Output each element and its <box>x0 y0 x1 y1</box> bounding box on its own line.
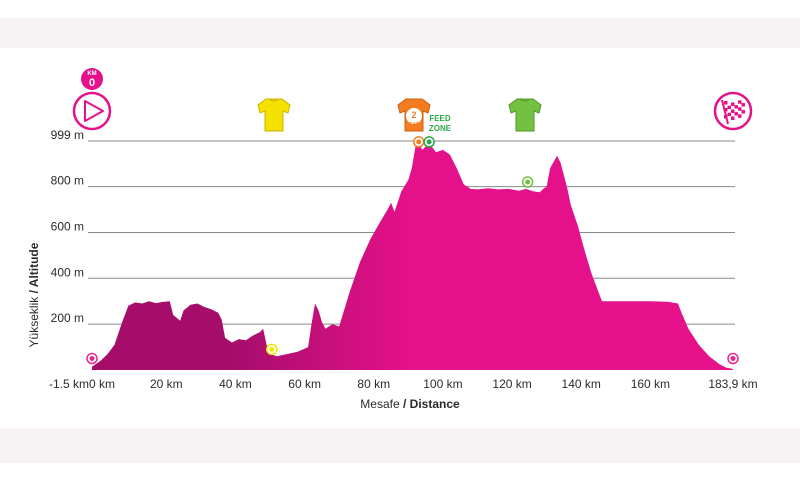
flag-check <box>741 99 745 104</box>
flag-check <box>727 105 731 110</box>
x-tick-label: 183,9 km <box>708 377 757 391</box>
x-tick-label: 120 km <box>492 377 531 391</box>
marker-feed <box>423 136 435 148</box>
y-axis-title: Yükseklik / Altitude <box>27 242 41 347</box>
x-tick-label: 20 km <box>150 377 183 391</box>
flag-check <box>738 110 742 115</box>
svg-text:2: 2 <box>411 110 416 120</box>
x-tick-labels: -1.5 km 0 km 20 km 40 km 60 km 80 km 100 km 120… <box>49 377 758 391</box>
flag-check <box>727 116 731 120</box>
flag-check <box>734 101 738 106</box>
flag-check <box>731 112 735 117</box>
x-tick-label: 100 km <box>423 377 462 391</box>
x-tick-label: 140 km <box>562 377 601 391</box>
marker-finish <box>727 352 739 365</box>
y-tick-label: 200 m <box>51 311 84 325</box>
svg-text:0: 0 <box>89 77 95 89</box>
y-tick-label: 400 m <box>51 265 84 279</box>
x-tick-label: 60 km <box>288 377 321 391</box>
x-tick-label: 0 km <box>89 377 115 391</box>
flag-check <box>731 102 735 106</box>
marker-points <box>521 176 534 188</box>
flag-check <box>724 104 728 108</box>
play-icon <box>72 91 112 131</box>
flag-check <box>724 101 728 105</box>
green-jersey-icon <box>508 98 542 132</box>
flag-check <box>741 110 745 114</box>
flag-check <box>724 108 728 112</box>
checkered-flag-icon <box>713 91 753 131</box>
x-tick-label: 80 km <box>357 377 390 391</box>
flag-check <box>731 109 735 113</box>
x-axis-title: Mesafe / Distance <box>360 397 460 411</box>
yellow-jersey-icon <box>257 98 291 132</box>
flag-check <box>731 105 735 110</box>
svg-text:FEED: FEED <box>429 114 451 123</box>
flag-check <box>727 102 731 106</box>
flag-check <box>734 108 738 113</box>
svg-text:ZONE: ZONE <box>429 124 452 133</box>
flag-check <box>731 116 735 120</box>
flag-check <box>741 103 745 107</box>
flag-check <box>738 103 742 108</box>
flag-check <box>727 112 731 117</box>
x-tick-label: 40 km <box>219 377 252 391</box>
flag-check <box>741 113 745 118</box>
x-tick-label: 160 km <box>631 377 670 391</box>
y-tick-label: 999 m <box>51 128 84 142</box>
flag-check <box>734 105 738 109</box>
y-tick-label: 800 m <box>51 174 84 188</box>
footer-band <box>0 428 800 463</box>
svg-text:KM: KM <box>87 71 96 77</box>
flag-check <box>738 100 742 104</box>
elevation-area <box>92 141 733 370</box>
svg-text:CAT: CAT <box>410 121 419 126</box>
orange-jersey-icon: 2 CAT <box>397 98 431 132</box>
flag-check <box>734 112 738 116</box>
x-tick-label: -1.5 km <box>49 377 89 391</box>
flag-check <box>741 106 745 111</box>
start-km-badge: KM 0 <box>81 68 103 90</box>
marker-sprint <box>266 343 278 356</box>
flag-check <box>727 109 731 113</box>
route-markers <box>86 136 739 365</box>
flag-check <box>738 107 742 111</box>
y-tick-labels: 200 m 400 m 600 m 800 m 999 m <box>51 128 84 325</box>
feed-zone-label: FEED ZONE <box>429 114 452 133</box>
y-tick-label: 600 m <box>51 219 84 233</box>
marker-kom <box>412 136 425 148</box>
marker-start <box>86 352 98 365</box>
flag-check <box>738 114 742 118</box>
flag-check <box>734 115 738 120</box>
header-band <box>0 18 800 48</box>
